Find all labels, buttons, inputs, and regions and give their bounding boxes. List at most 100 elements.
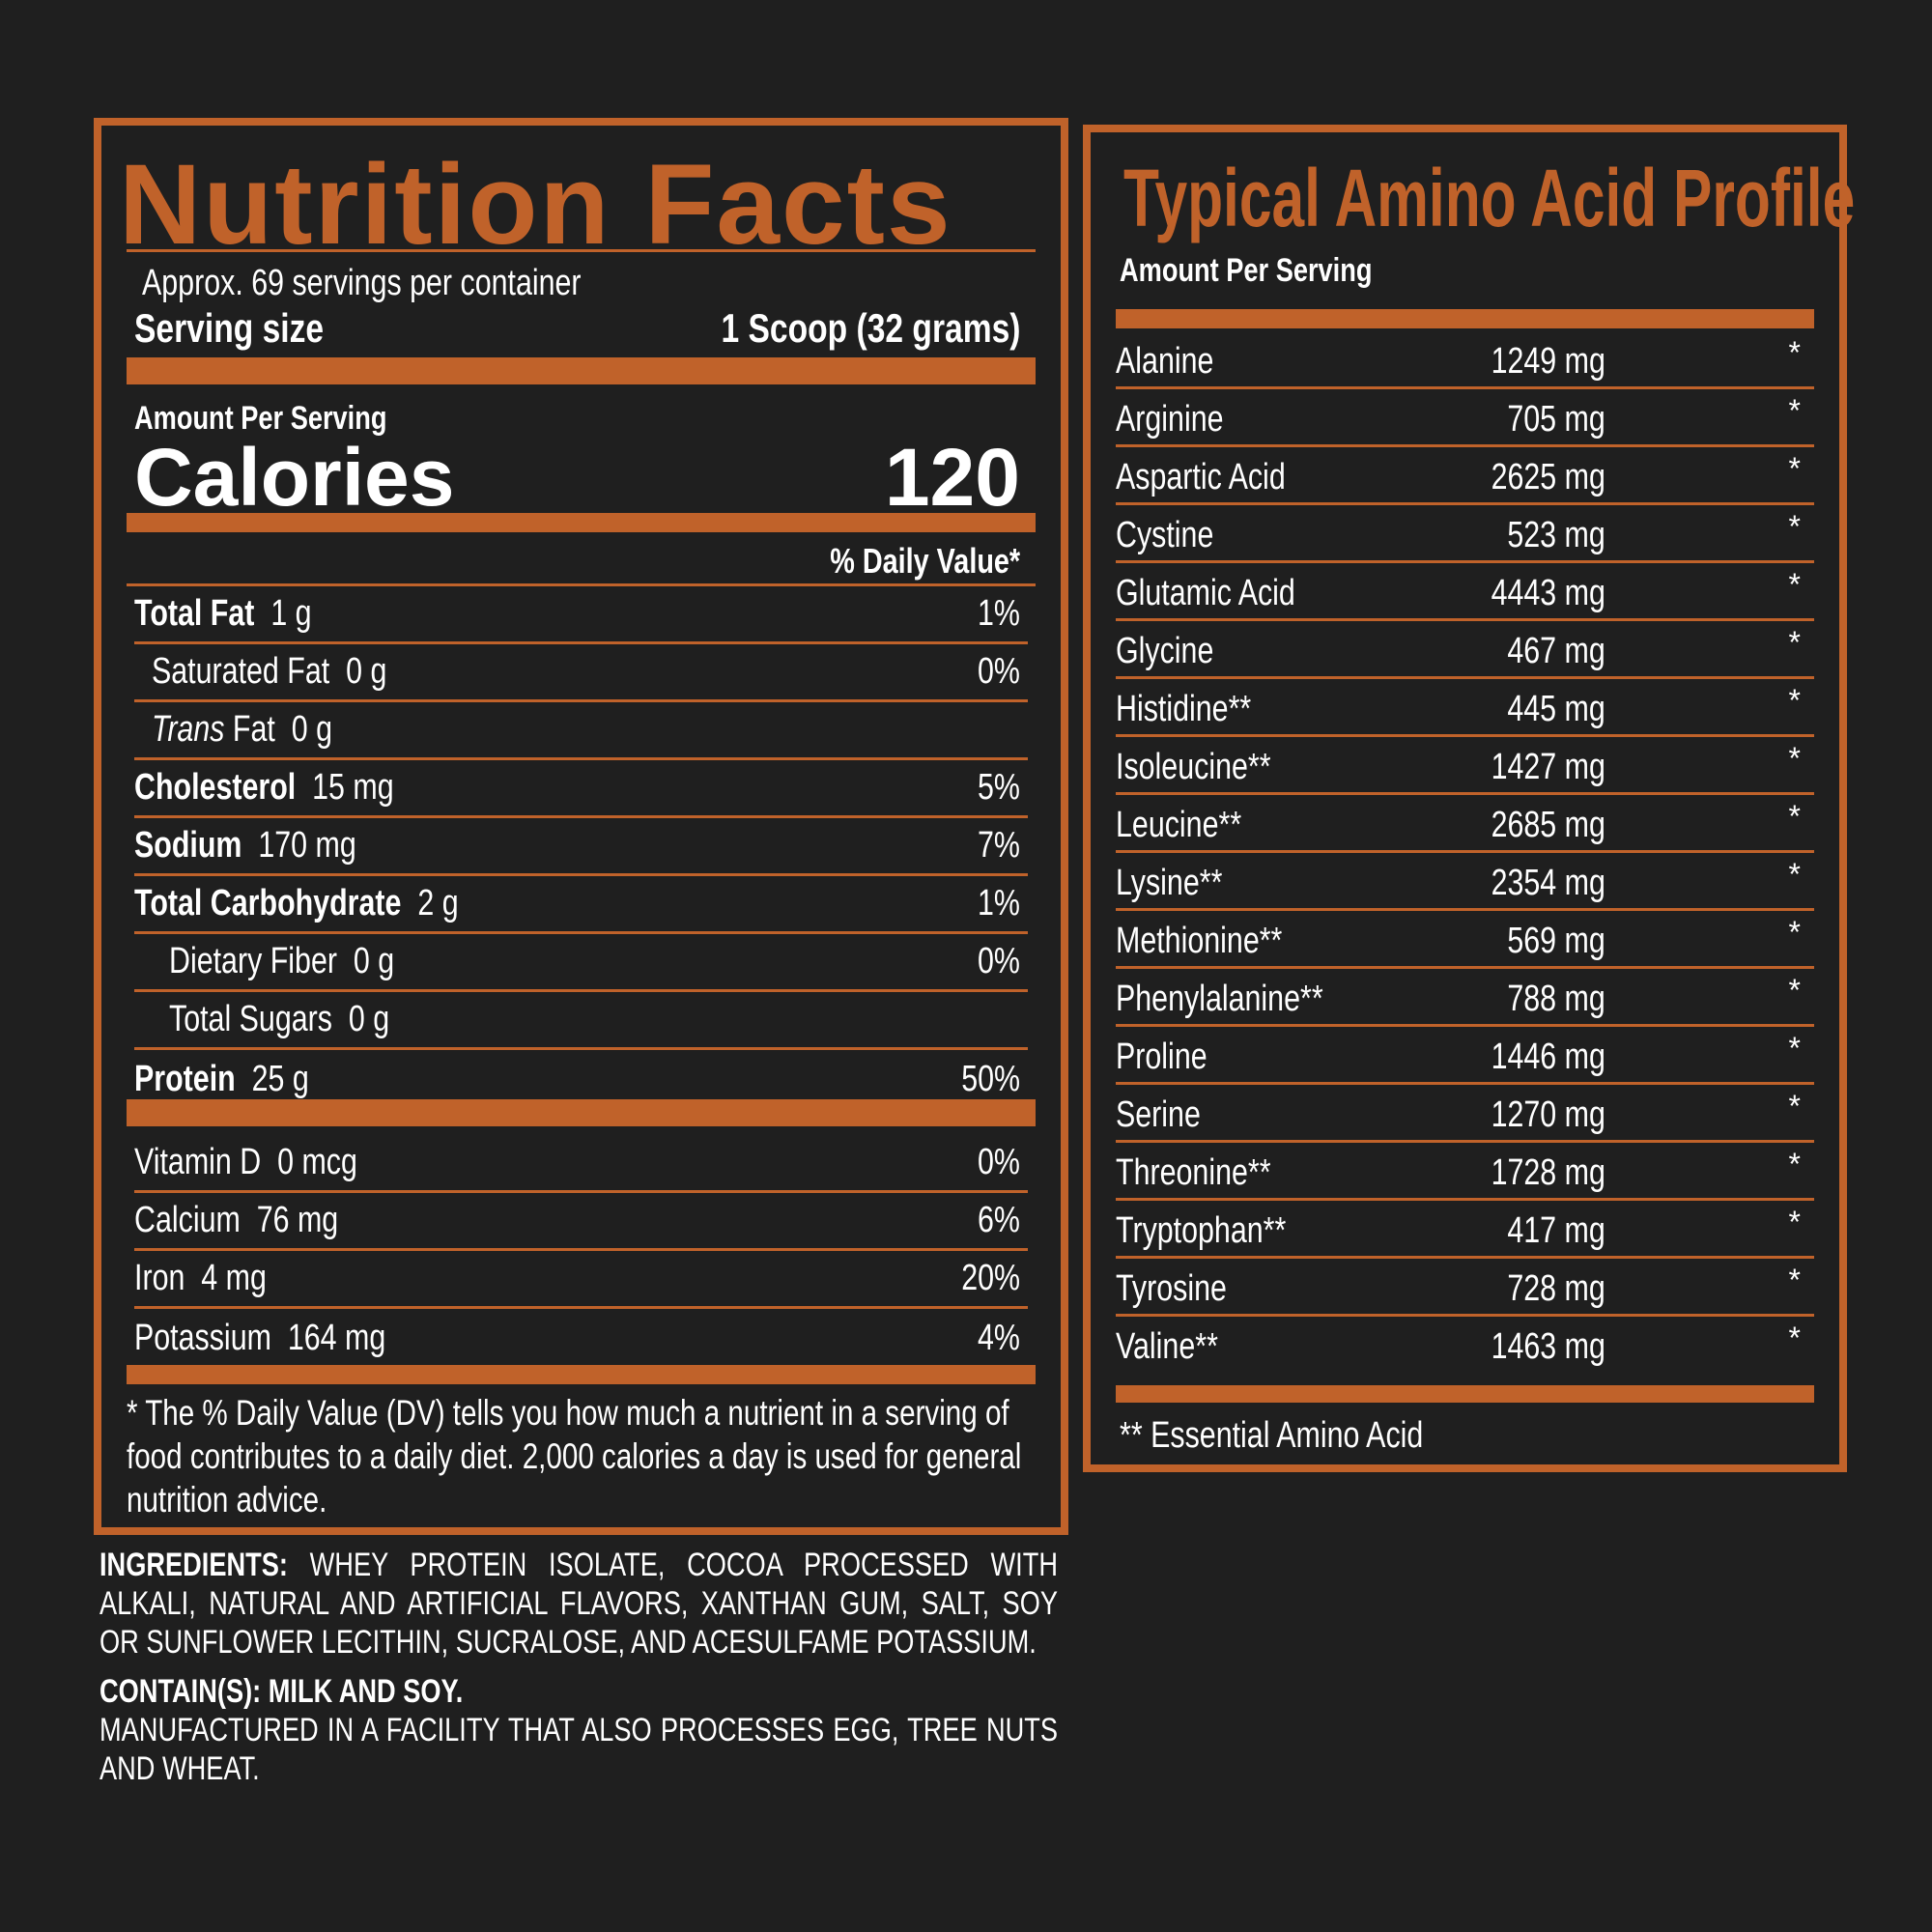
amino-amount: 1728 mg xyxy=(1491,1152,1605,1193)
nutrition-title: Nutrition Facts xyxy=(119,141,952,269)
nutrient-row: Dietary Fiber 0 g 0% xyxy=(134,934,1028,992)
amino-daily-value: * xyxy=(1788,857,1801,892)
nutrient-row: Cholesterol 15 mg 5% xyxy=(134,760,1028,818)
amino-amount: 467 mg xyxy=(1507,631,1605,671)
amino-daily-value: * xyxy=(1788,1205,1801,1239)
nutrient-name: Sodium xyxy=(134,825,242,866)
amino-daily-value: * xyxy=(1788,451,1801,486)
amino-row: Arginine 705 mg * xyxy=(1116,389,1814,447)
nutrient-row: Protein 25 g 50% xyxy=(134,1050,1028,1108)
amino-amount-per-serving: Amount Per Serving xyxy=(1120,252,1373,289)
divider xyxy=(127,583,1036,586)
amino-row: Glutamic Acid 4443 mg * xyxy=(1116,563,1814,621)
mineral-name: Vitamin D xyxy=(134,1142,262,1182)
mineral-amount: 4 mg xyxy=(201,1258,267,1298)
nutrient-daily-value: 0% xyxy=(978,941,1020,981)
nutrient-amount: 170 mg xyxy=(258,825,356,866)
amino-amount: 728 mg xyxy=(1507,1268,1605,1309)
amino-name: Cystine xyxy=(1116,515,1214,555)
amino-name: Tryptophan** xyxy=(1116,1210,1287,1251)
mineral-row: Vitamin D 0 mcg 0% xyxy=(134,1135,1028,1193)
amino-daily-value: * xyxy=(1788,335,1801,370)
amino-daily-value: * xyxy=(1788,509,1801,544)
amino-amount: 4443 mg xyxy=(1491,573,1605,613)
nutrient-row: Total Sugars 0 g xyxy=(134,992,1028,1050)
amino-row: Glycine 467 mg * xyxy=(1116,621,1814,679)
serving-size-label: Serving size xyxy=(134,305,325,351)
amino-row: Leucine** 2685 mg * xyxy=(1116,795,1814,853)
amino-row: Cystine 523 mg * xyxy=(1116,505,1814,563)
amino-amount: 788 mg xyxy=(1507,979,1605,1019)
mineral-name: Iron xyxy=(134,1258,185,1298)
amino-daily-value: * xyxy=(1788,1321,1801,1355)
amino-row: Phenylalanine** 788 mg * xyxy=(1116,969,1814,1027)
amino-row: Isoleucine** 1427 mg * xyxy=(1116,737,1814,795)
serving-size-value: 1 Scoop (32 grams) xyxy=(721,305,1020,351)
amino-daily-value: * xyxy=(1788,393,1801,428)
mineral-daily-value: 4% xyxy=(978,1317,1020,1358)
nutrient-name: Dietary Fiber xyxy=(169,941,337,981)
amino-name: Arginine xyxy=(1116,399,1224,440)
nutrient-amount: 0 g xyxy=(353,941,395,981)
amino-amount: 523 mg xyxy=(1507,515,1605,555)
nutrient-row: Sodium 170 mg 7% xyxy=(134,818,1028,876)
nutrient-amount: 15 mg xyxy=(312,767,394,808)
amino-row: Tryptophan** 417 mg * xyxy=(1116,1201,1814,1259)
thick-divider xyxy=(127,1099,1036,1126)
amino-row: Methionine** 569 mg * xyxy=(1116,911,1814,969)
amino-name: Aspartic Acid xyxy=(1116,457,1286,497)
nutrient-amount: 2 g xyxy=(417,883,459,923)
amino-name: Threonine** xyxy=(1116,1152,1271,1193)
nutrient-row: Trans Fat 0 g xyxy=(134,702,1028,760)
amino-name: Isoleucine** xyxy=(1116,747,1271,787)
nutrient-amount: 1 g xyxy=(270,593,312,634)
amino-amount: 1463 mg xyxy=(1491,1326,1605,1367)
nutrient-row: Saturated Fat 0 g 0% xyxy=(134,644,1028,702)
nutrient-name: Protein xyxy=(134,1058,236,1099)
nutrient-daily-value: 1% xyxy=(978,593,1020,634)
ingredients-text: WHEY PROTEIN ISOLATE, COCOA PROCESSED WI… xyxy=(99,1547,1058,1661)
essential-amino-footnote: ** Essential Amino Acid xyxy=(1120,1415,1424,1456)
amino-name: Valine** xyxy=(1116,1326,1218,1367)
amino-amount: 1249 mg xyxy=(1491,341,1605,382)
allergen-contains: CONTAIN(S): MILK AND SOY. xyxy=(99,1673,464,1710)
amino-name: Methionine** xyxy=(1116,921,1283,961)
amino-daily-value: * xyxy=(1788,683,1801,718)
amino-amount: 2354 mg xyxy=(1491,863,1605,903)
amino-acid-panel: Typical Amino Acid Profile Amount Per Se… xyxy=(1083,125,1855,1472)
servings-per-container: Approx. 69 servings per container xyxy=(142,263,582,303)
amino-row: Alanine 1249 mg * xyxy=(1116,331,1814,389)
thick-divider xyxy=(1116,1385,1814,1403)
ingredients-label: INGREDIENTS: xyxy=(99,1547,288,1583)
nutrient-daily-value: 50% xyxy=(961,1058,1020,1099)
mineral-daily-value: 20% xyxy=(961,1258,1020,1298)
amino-amount: 2625 mg xyxy=(1491,457,1605,497)
amino-amount: 569 mg xyxy=(1507,921,1605,961)
amino-row: Proline 1446 mg * xyxy=(1116,1027,1814,1085)
amino-row: Valine** 1463 mg * xyxy=(1116,1317,1814,1375)
amino-row: Aspartic Acid 2625 mg * xyxy=(1116,447,1814,505)
nutrient-row: Total Fat 1 g 1% xyxy=(134,586,1028,644)
thick-divider xyxy=(127,357,1036,384)
amino-daily-value: * xyxy=(1788,1147,1801,1181)
nutrient-daily-value: 0% xyxy=(978,651,1020,692)
calories-label: Calories xyxy=(134,432,455,523)
nutrient-daily-value: 5% xyxy=(978,767,1020,808)
nutrient-amount: 0 g xyxy=(348,999,390,1039)
amino-name: Glutamic Acid xyxy=(1116,573,1295,613)
facility-statement: MANUFACTURED IN A FACILITY THAT ALSO PRO… xyxy=(99,1712,1058,1787)
amino-daily-value: * xyxy=(1788,741,1801,776)
mineral-row: Potassium 164 mg 4% xyxy=(134,1309,1028,1367)
amino-name: Leucine** xyxy=(1116,805,1242,845)
divider xyxy=(127,249,1036,252)
nutrient-amount: 0 g xyxy=(291,709,332,750)
thick-divider xyxy=(1116,309,1814,328)
amino-daily-value: * xyxy=(1788,915,1801,950)
amino-name: Lysine** xyxy=(1116,863,1223,903)
mineral-row: Calcium 76 mg 6% xyxy=(134,1193,1028,1251)
daily-value-footnote: * The % Daily Value (DV) tells you how m… xyxy=(127,1393,1022,1520)
amino-amount: 1427 mg xyxy=(1491,747,1605,787)
daily-value-header: % Daily Value* xyxy=(830,541,1020,581)
nutrient-daily-value: 1% xyxy=(978,883,1020,923)
amino-name: Tyrosine xyxy=(1116,1268,1227,1309)
